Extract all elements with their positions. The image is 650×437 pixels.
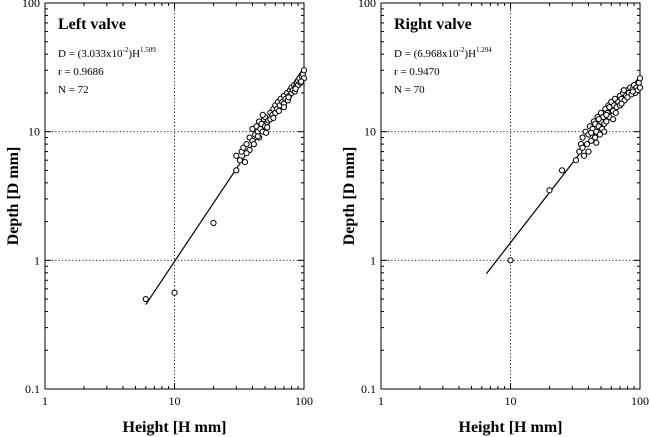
y-tick-label: 1 xyxy=(34,253,40,267)
data-point xyxy=(595,116,602,123)
data-point xyxy=(588,137,595,144)
fit-equation: D = (6.968x10-2)H1.294 xyxy=(394,46,492,60)
data-point xyxy=(629,88,636,95)
data-point xyxy=(618,100,625,107)
data-point xyxy=(610,116,617,123)
y-tick-label: 100 xyxy=(22,0,40,10)
data-point xyxy=(292,85,299,92)
data-point xyxy=(233,167,240,174)
data-point xyxy=(636,75,644,82)
data-point xyxy=(612,109,619,116)
data-point xyxy=(241,159,249,166)
data-point xyxy=(624,94,631,101)
y-tick-label: 10 xyxy=(364,125,376,139)
sample-size-n: N = 70 xyxy=(394,84,425,96)
data-point xyxy=(620,87,627,94)
data-point xyxy=(591,134,599,141)
data-point xyxy=(572,157,580,164)
data-point xyxy=(254,133,261,140)
y-tick-label: 0.1 xyxy=(25,382,40,396)
data-point xyxy=(636,84,644,91)
data-point xyxy=(243,150,250,157)
data-point xyxy=(300,67,308,74)
x-tick-label: 1 xyxy=(42,394,48,408)
sample-size-n: N = 72 xyxy=(58,84,89,96)
data-point xyxy=(263,129,270,136)
y-tick-label: 100 xyxy=(358,0,376,10)
correlation-r: r = 0.9686 xyxy=(58,66,104,78)
panel-title: Left valve xyxy=(58,16,126,33)
data-point xyxy=(588,129,595,136)
y-tick-label: 1 xyxy=(370,253,376,267)
data-point xyxy=(576,148,583,155)
data-point xyxy=(142,295,149,303)
data-point xyxy=(243,141,250,148)
data-point xyxy=(507,257,514,264)
data-point xyxy=(558,167,566,174)
data-point xyxy=(580,152,588,159)
y-tick-label: 0.1 xyxy=(361,382,376,396)
x-axis-label: Height [H mm] xyxy=(459,419,563,436)
data-point xyxy=(596,131,603,138)
data-point xyxy=(259,111,266,118)
data-point xyxy=(298,78,305,85)
data-point xyxy=(171,289,178,296)
data-point xyxy=(210,219,217,227)
data-point xyxy=(250,141,257,148)
y-tick-label: 10 xyxy=(28,125,40,139)
x-tick-label: 10 xyxy=(505,394,517,408)
data-point xyxy=(233,152,240,159)
data-point xyxy=(579,134,586,141)
data-point xyxy=(236,157,244,164)
x-tick-label: 10 xyxy=(169,394,181,408)
data-point xyxy=(579,144,586,151)
y-axis-label: Depth [D mm] xyxy=(5,147,22,246)
data-point xyxy=(585,148,592,155)
x-axis-label: Height [H mm] xyxy=(123,419,227,436)
fit-equation: D = (3.033x10-2)H1.509 xyxy=(58,46,156,60)
data-point xyxy=(603,111,610,118)
data-point xyxy=(264,124,271,131)
x-tick-label: 100 xyxy=(295,394,313,408)
data-point xyxy=(601,128,608,135)
panel-title: Right valve xyxy=(394,16,472,33)
data-point xyxy=(285,94,292,101)
data-point xyxy=(280,104,288,111)
y-axis-label: Depth [D mm] xyxy=(341,147,358,246)
x-tick-label: 1 xyxy=(378,394,384,408)
data-point xyxy=(606,104,613,111)
data-point xyxy=(270,114,277,121)
data-point xyxy=(583,141,591,148)
data-point xyxy=(593,139,600,146)
data-point xyxy=(546,187,553,194)
data-point xyxy=(603,118,610,125)
correlation-r: r = 0.9470 xyxy=(394,66,440,78)
data-point xyxy=(275,107,283,115)
x-tick-label: 100 xyxy=(631,394,649,408)
